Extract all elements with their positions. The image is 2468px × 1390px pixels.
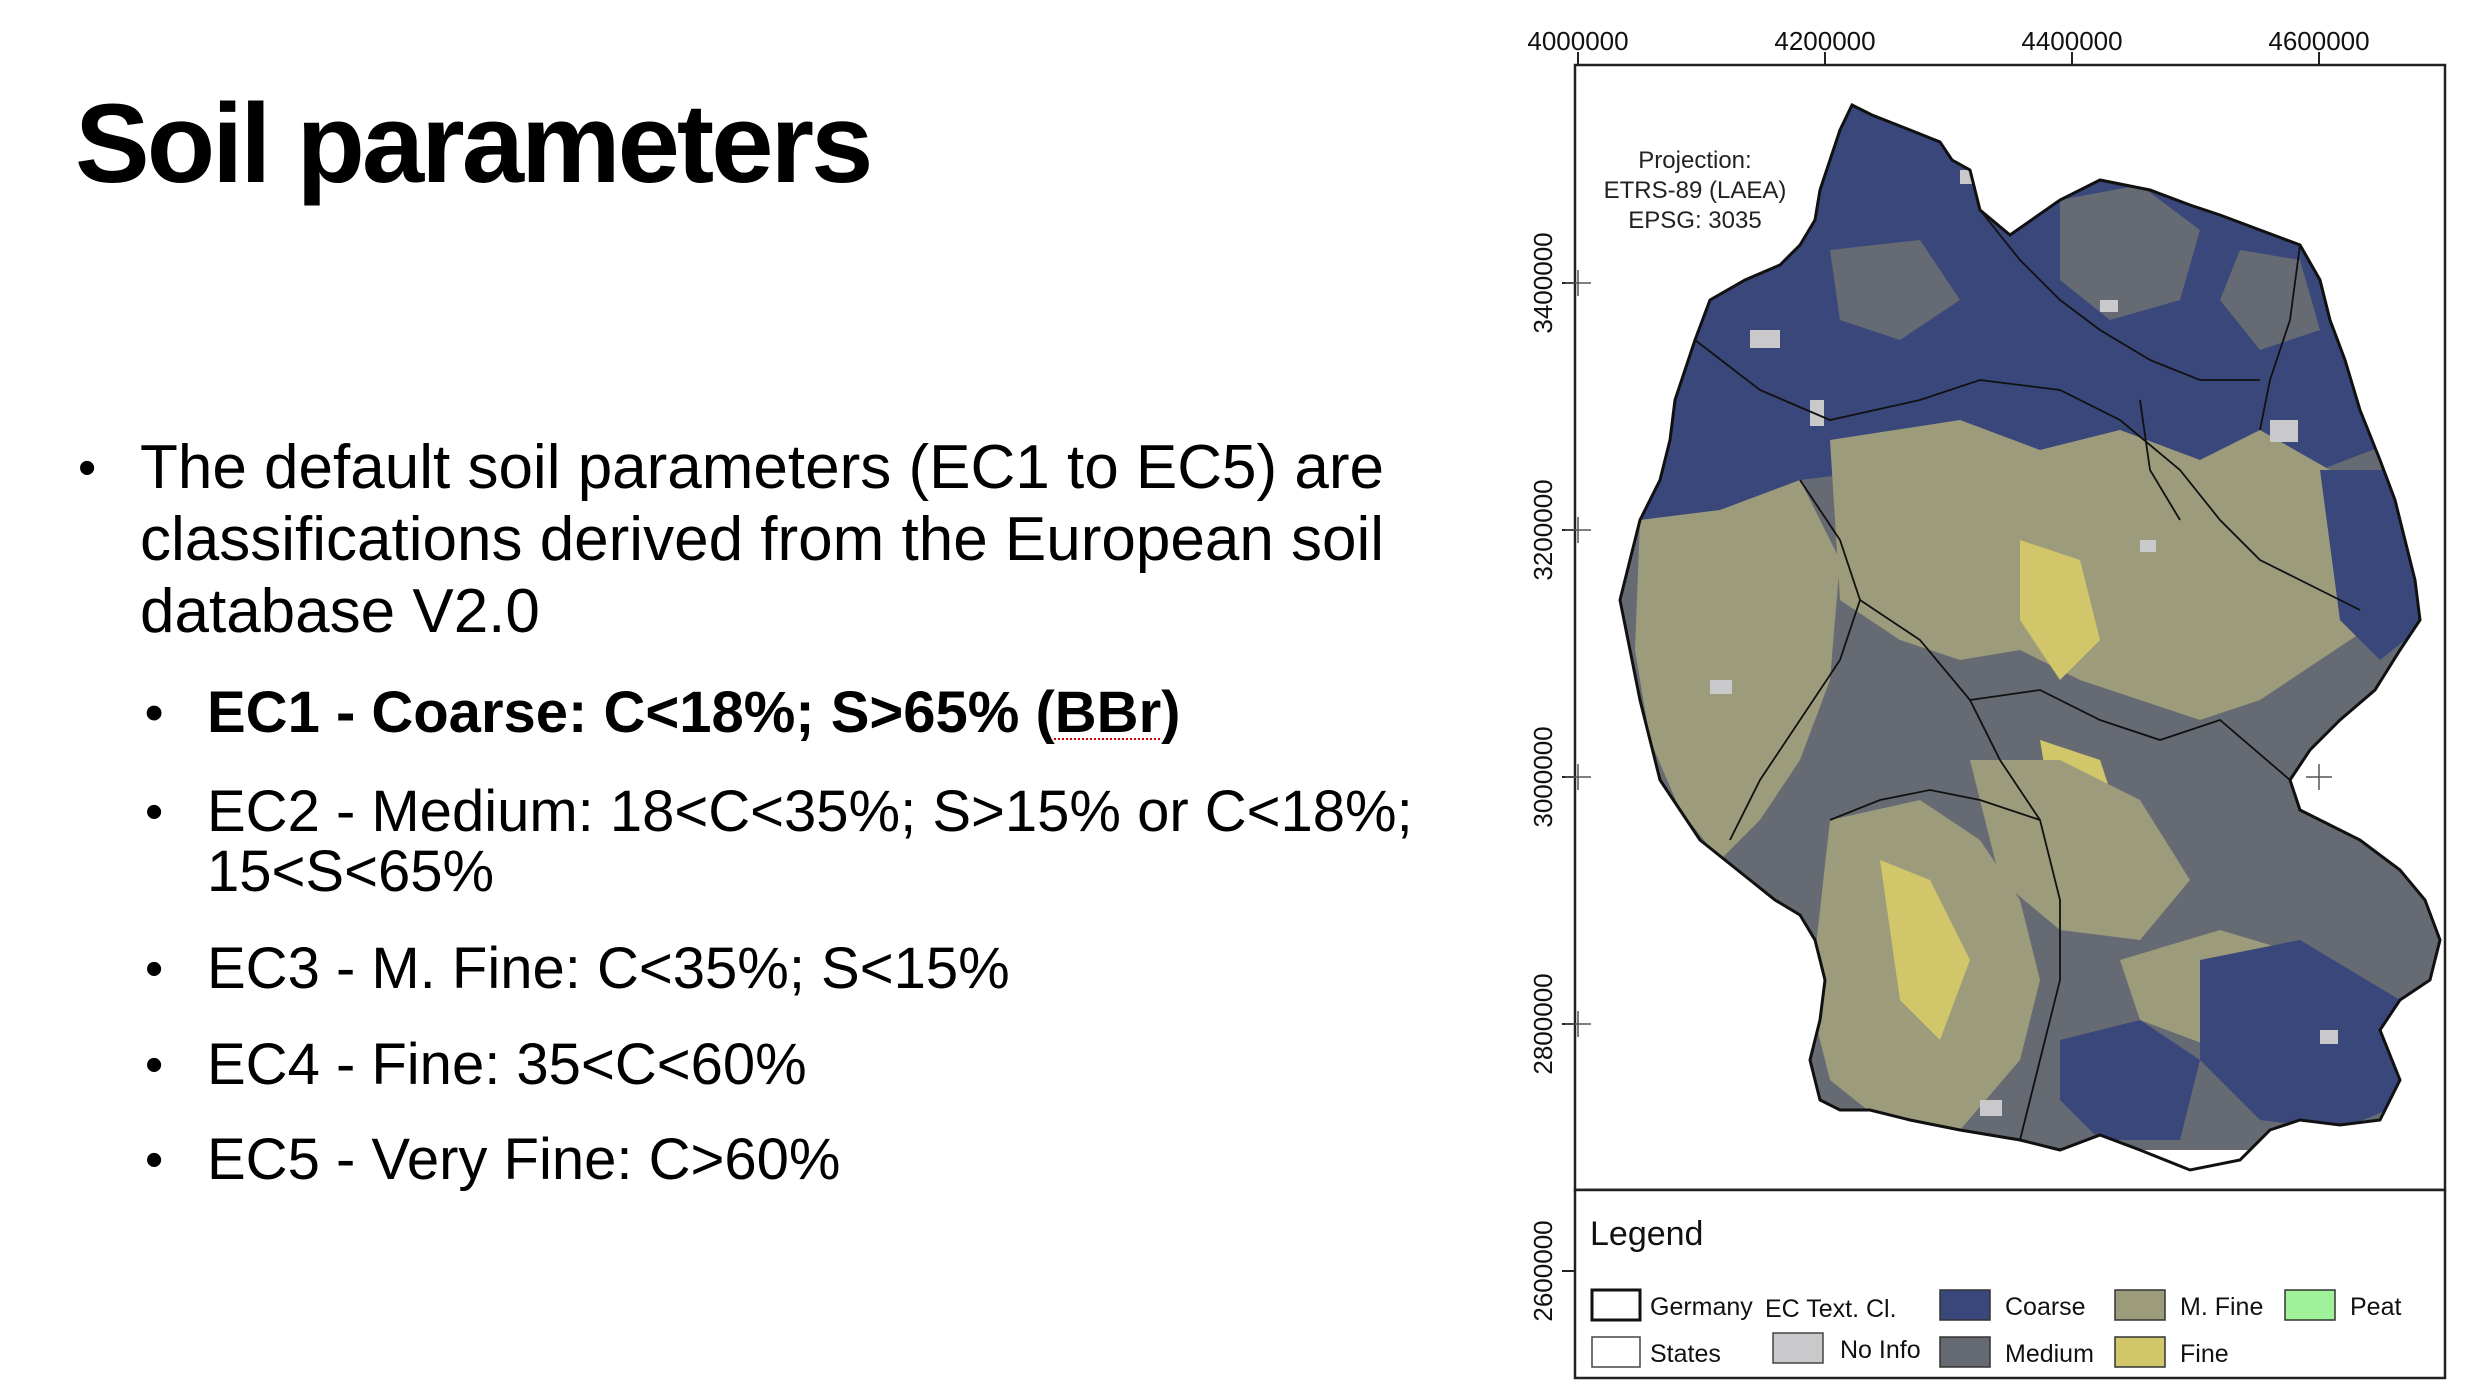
legend-title: Legend (1590, 1215, 1703, 1253)
ec3-text: EC3 - M. Fine: C<35%; S<15% (207, 936, 1010, 1001)
y-tick-label: 2800000 (1528, 973, 1558, 1074)
legend-noinfo-label: No Info (1840, 1336, 1921, 1364)
projection-note: Projection: ETRS-89 (LAEA) EPSG: 3035 (1604, 147, 1787, 234)
bullet-dot: • (145, 940, 164, 998)
sub-bullet-ec1: • EC1 - Coarse: C<18%; S>65% (BBr) (145, 680, 1457, 745)
noinfo-swatch (1772, 1332, 1824, 1364)
legend-frame (1573, 1188, 2447, 1380)
bullet-dot: • (78, 439, 97, 497)
germany-border (1618, 102, 2442, 1172)
legend-states-label: States (1650, 1340, 1721, 1368)
bullet-dot: • (145, 783, 164, 841)
sub-bullet-ec3: • EC3 - M. Fine: C<35%; S<15% (145, 936, 1457, 1001)
states-swatch (1591, 1336, 1641, 1368)
coarse-swatch (1939, 1289, 1991, 1321)
legend-mfine-label: M. Fine (2180, 1293, 2263, 1321)
ec1-text-prefix: EC1 - Coarse: C<18%; S>65% ( (207, 680, 1055, 745)
x-axis: 4000000 4200000 4400000 4600000 (1527, 26, 2370, 65)
slide-title: Soil parameters (75, 81, 873, 206)
fine-swatch (2114, 1336, 2166, 1368)
state-borders (1694, 209, 2361, 1141)
legend-fine-label: Fine (2180, 1340, 2229, 1368)
legend-peat-label: Peat (2350, 1293, 2401, 1321)
projection-line: ETRS-89 (LAEA) (1604, 177, 1787, 204)
ec4-text: EC4 - Fine: 35<C<60% (207, 1032, 807, 1097)
bullet-dot: • (145, 684, 164, 742)
legend-ec-header: EC Text. Cl. (1765, 1295, 1897, 1323)
bullet-dot: • (145, 1036, 164, 1094)
map-legend: Legend Germany States EC Text. Cl. No In… (1590, 1215, 2401, 1368)
y-tick-label: 2600000 (1528, 1220, 1558, 1321)
main-bullet: • The default soil parameters (EC1 to EC… (78, 432, 1470, 648)
legend-germany-label: Germany (1650, 1293, 1753, 1321)
peat-swatch (2284, 1289, 2336, 1321)
y-axis: 3400000 3200000 3000000 2800000 2600000 (1528, 232, 1575, 1322)
bullet-dot: • (145, 1131, 164, 1189)
germany-swatch (1590, 1288, 1642, 1322)
mfine-swatch (2114, 1289, 2166, 1321)
x-tick-label: 4600000 (2268, 26, 2369, 56)
x-tick-label: 4000000 (1527, 26, 1628, 56)
map-panel: 4000000 4200000 4400000 4600000 3400000 … (1500, 0, 2468, 1390)
main-bullet-text: The default soil parameters (EC1 to EC5)… (140, 433, 1385, 646)
legend-medium-label: Medium (2005, 1340, 2094, 1368)
y-tick-label: 3000000 (1528, 726, 1558, 827)
ec2-text: EC2 - Medium: 18<C<35%; S>15% or C<18%; … (207, 779, 1413, 904)
ec5-text: EC5 - Very Fine: C>60% (207, 1127, 841, 1192)
projection-line: EPSG: 3035 (1628, 207, 1761, 234)
legend-coarse-label: Coarse (2005, 1293, 2086, 1321)
ec1-text-suffix: ) (1161, 680, 1181, 745)
sub-bullet-ec4: • EC4 - Fine: 35<C<60% (145, 1032, 1457, 1097)
projection-line: Projection: (1638, 147, 1751, 174)
soil-map-figure: 4000000 4200000 4400000 4600000 3400000 … (1527, 26, 2447, 1380)
y-tick-label: 3200000 (1528, 479, 1558, 580)
sub-bullet-ec2: • EC2 - Medium: 18<C<35%; S>15% or C<18%… (145, 779, 1457, 904)
sub-bullet-ec5: • EC5 - Very Fine: C>60% (145, 1127, 1457, 1192)
medium-swatch (1939, 1336, 1991, 1368)
bullet-list: • The default soil parameters (EC1 to EC… (78, 432, 1470, 1192)
x-tick-label: 4200000 (1774, 26, 1875, 56)
x-tick-label: 4400000 (2021, 26, 2122, 56)
y-tick-label: 3400000 (1528, 232, 1558, 333)
ec1-flagged-word: BBr (1054, 680, 1162, 745)
